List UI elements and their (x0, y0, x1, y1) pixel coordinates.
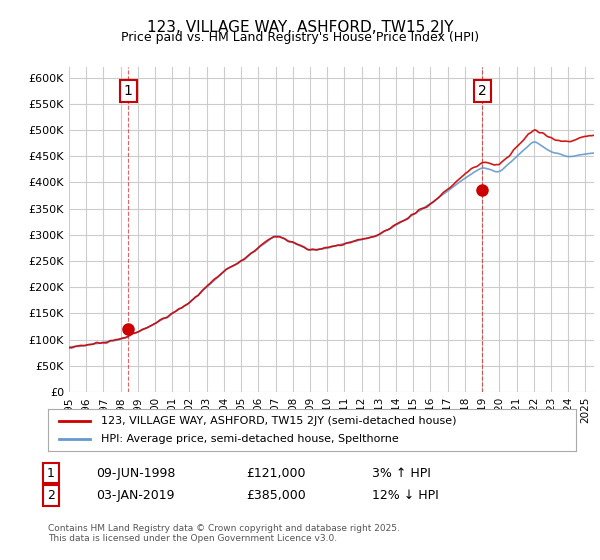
Text: 2: 2 (47, 489, 55, 502)
Text: 123, VILLAGE WAY, ASHFORD, TW15 2JY: 123, VILLAGE WAY, ASHFORD, TW15 2JY (147, 20, 453, 35)
Text: Contains HM Land Registry data © Crown copyright and database right 2025.
This d: Contains HM Land Registry data © Crown c… (48, 524, 400, 543)
Text: 1: 1 (124, 84, 133, 98)
Text: £121,000: £121,000 (246, 466, 305, 480)
Text: 09-JUN-1998: 09-JUN-1998 (96, 466, 175, 480)
Text: £385,000: £385,000 (246, 489, 306, 502)
Text: 3% ↑ HPI: 3% ↑ HPI (372, 466, 431, 480)
Text: 1: 1 (47, 466, 55, 480)
Text: 123, VILLAGE WAY, ASHFORD, TW15 2JY (semi-detached house): 123, VILLAGE WAY, ASHFORD, TW15 2JY (sem… (101, 416, 457, 426)
Text: Price paid vs. HM Land Registry's House Price Index (HPI): Price paid vs. HM Land Registry's House … (121, 31, 479, 44)
Text: HPI: Average price, semi-detached house, Spelthorne: HPI: Average price, semi-detached house,… (101, 434, 398, 444)
Text: 2: 2 (478, 84, 487, 98)
Text: 03-JAN-2019: 03-JAN-2019 (96, 489, 175, 502)
Text: 12% ↓ HPI: 12% ↓ HPI (372, 489, 439, 502)
